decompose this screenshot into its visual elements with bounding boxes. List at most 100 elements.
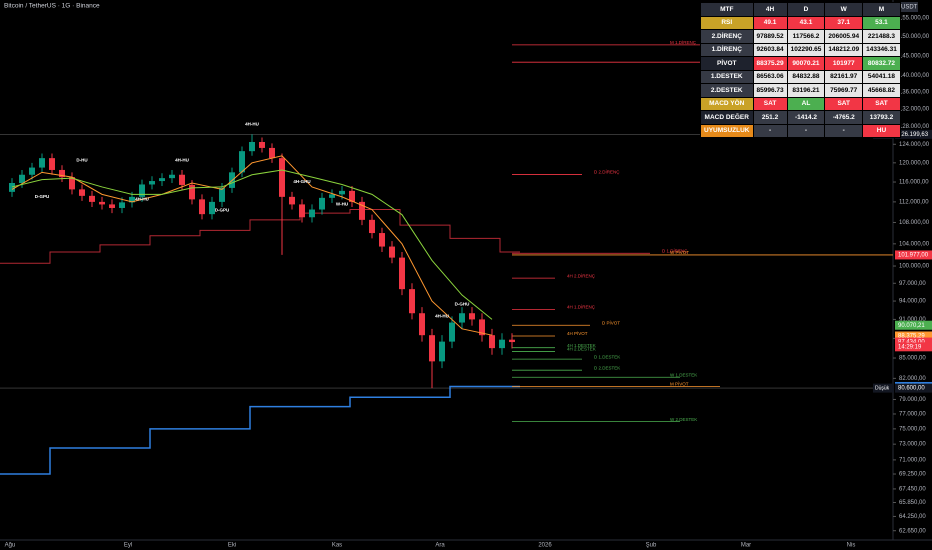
price-tick-label: 150.000,00 xyxy=(899,34,930,40)
table-cell: PİVOT xyxy=(700,56,754,71)
table-cell: MACD DEĞER xyxy=(700,110,754,125)
table-cell: 84832.88 xyxy=(786,69,826,84)
price-tag xyxy=(895,337,932,347)
table-cell: HU xyxy=(862,123,901,138)
price-tick-label: 71.000,00 xyxy=(899,457,926,463)
table-cell: 90070.21 xyxy=(786,56,826,71)
table-cell: SAT xyxy=(862,96,901,111)
candle-body xyxy=(269,147,275,159)
price-tag-label: 14:29:19 xyxy=(898,344,922,350)
level-label: D 1.DESTEK xyxy=(594,354,620,359)
table-cell: 148212.09 xyxy=(824,42,864,57)
level-label: 4H 2.DESTEK xyxy=(567,347,596,352)
candle-body xyxy=(179,174,185,185)
table-cell: 102290.65 xyxy=(786,42,826,57)
price-tick-label: 136.000,00 xyxy=(899,90,930,96)
candle-body xyxy=(129,196,135,203)
candle-body xyxy=(239,151,245,173)
price-tick-label: 155.000,00 xyxy=(899,16,930,22)
candle-body xyxy=(279,158,285,197)
candle-body xyxy=(499,339,505,349)
table-cell: 2.DİRENÇ xyxy=(700,29,754,44)
level-label: W 2.DESTEK xyxy=(670,417,697,422)
table-cell: 97889.52 xyxy=(752,29,788,44)
table-row: 1.DESTEK 86563.06 84832.88 82161.97 54041.18 xyxy=(700,69,901,84)
candle-body xyxy=(149,181,155,185)
candle-body xyxy=(379,233,385,247)
table-cell: 1.DİRENÇ xyxy=(700,42,754,57)
price-tick-label: 108.000,00 xyxy=(899,220,930,226)
candle-body xyxy=(489,335,495,349)
time-label: Mar xyxy=(741,543,751,549)
table-row: MACD DEĞER 251.2 -1414.2 -4765.2 13793.2 xyxy=(700,110,901,125)
table-cell: - xyxy=(824,123,864,138)
signal-label: 4H-GHU xyxy=(293,179,310,184)
price-tick-label: 77.000,00 xyxy=(899,412,926,418)
table-cell: SAT xyxy=(752,96,788,111)
price-tick-label: 140.000,00 xyxy=(899,73,930,79)
table-cell: -4765.2 xyxy=(824,110,864,125)
table-cell: M xyxy=(862,2,901,17)
step-line xyxy=(0,209,520,264)
table-cell: 86563.06 xyxy=(752,69,788,84)
price-tag-label: 88.375,29 xyxy=(898,334,925,340)
table-cell: 80832.72 xyxy=(862,56,901,71)
table-cell: 221488.3 xyxy=(862,29,901,44)
candle-body xyxy=(429,335,435,362)
level-label: W PİVOT xyxy=(670,249,689,255)
signal-label: D-GPU xyxy=(215,208,230,213)
table-row: MACD YÖN SAT AL SAT SAT xyxy=(700,96,901,111)
candle-body xyxy=(369,219,375,234)
time-label: Ara xyxy=(435,543,445,549)
candle-body xyxy=(419,313,425,336)
level-label: 4H PİVOT xyxy=(567,330,588,336)
table-cell: D xyxy=(786,2,826,17)
price-tick-label: 82.000,00 xyxy=(899,376,926,382)
table-cell: - xyxy=(786,123,826,138)
candle-body xyxy=(339,190,345,195)
candle-body xyxy=(349,190,355,202)
price-tag-label: 80.600,00 xyxy=(898,386,925,392)
time-label: 2026 xyxy=(538,543,552,549)
candle-body xyxy=(69,177,75,190)
candle-body xyxy=(89,195,95,202)
signal-label: 4H-HU xyxy=(435,314,449,319)
candle-body xyxy=(49,158,55,170)
price-tag-label: 90.070,21 xyxy=(898,323,925,329)
price-tick-label: 128.000,00 xyxy=(899,124,930,130)
candle-body xyxy=(259,141,265,148)
price-tick-label: 116.000,00 xyxy=(899,180,929,186)
table-row: UYUMSUZLUK - - - HU xyxy=(700,123,901,138)
table-row: 2.DİRENÇ 97889.52 117566.2 206005.94 221488.… xyxy=(700,29,901,44)
table-row: 1.DİRENÇ 92603.84 102290.65 148212.09 143346… xyxy=(700,42,901,57)
table-row: PİVOT 88375.29 90070.21 101977 80832.72 xyxy=(700,56,901,71)
price-tick-label: 73.000,00 xyxy=(899,442,926,448)
candle-body xyxy=(289,196,295,205)
level-label: D 2.DESTEK xyxy=(594,365,620,370)
candle-body xyxy=(29,167,35,175)
price-tick-label: 132.000,00 xyxy=(899,106,930,112)
candle-body xyxy=(439,341,445,362)
table-cell: 143346.31 xyxy=(862,42,901,57)
candle-body xyxy=(209,201,215,215)
table-cell: 43.1 xyxy=(786,15,826,30)
price-tick-label: 65.850,00 xyxy=(899,500,926,506)
price-tag xyxy=(895,250,932,260)
candle-body xyxy=(99,201,105,205)
candle-body xyxy=(309,209,315,218)
price-tick-label: 62.650,00 xyxy=(899,528,926,534)
table-cell: 1.DESTEK xyxy=(700,69,754,84)
tag-title: Düşük xyxy=(875,385,890,391)
level-label: W 1.DESTEK xyxy=(670,372,697,377)
table-cell: 92603.84 xyxy=(752,42,788,57)
level-label: M PİVOT xyxy=(670,381,689,387)
table-cell: UYUMSUZLUK xyxy=(700,123,754,138)
table-cell: -1414.2 xyxy=(786,110,826,125)
candle-body xyxy=(219,187,225,202)
candle-body xyxy=(509,339,515,343)
currency[interactable]: USDT xyxy=(901,5,918,11)
table-cell: 2.DESTEK xyxy=(700,83,754,98)
symbol-title: Bitcoin / TetherUS · 1G · Binance xyxy=(4,3,100,10)
table-cell: 251.2 xyxy=(752,110,788,125)
signal-label: 4H-HU xyxy=(175,158,189,163)
